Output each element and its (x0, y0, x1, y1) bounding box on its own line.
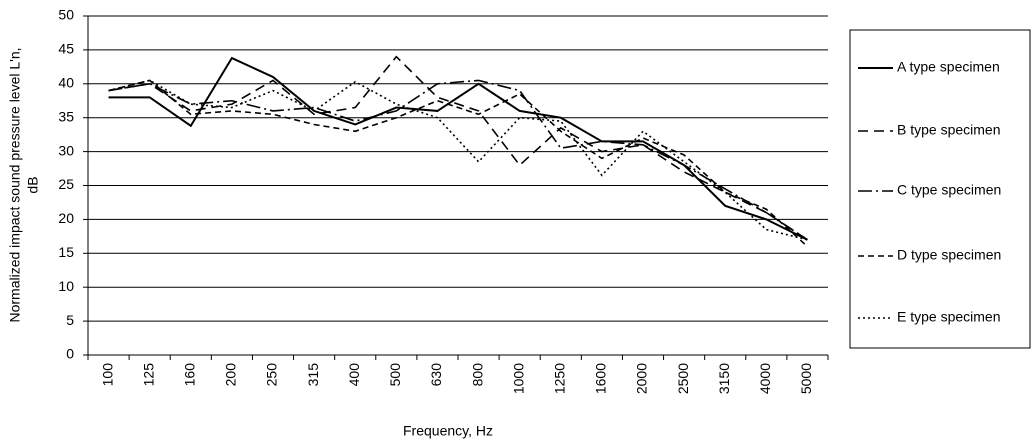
y-tick-label: 40 (58, 75, 74, 91)
y-tick-label: 10 (58, 278, 74, 294)
x-tick-label: 4000 (757, 363, 773, 394)
y-axis-label: dB (25, 176, 41, 193)
legend-label: C type specimen (897, 182, 1001, 198)
y-tick-label: 5 (66, 312, 74, 328)
x-tick-label: 100 (99, 363, 115, 387)
x-tick-label: 3150 (716, 363, 732, 394)
legend-label: E type specimen (897, 309, 1001, 325)
legend-label: A type specimen (897, 59, 1000, 75)
x-tick-label: 630 (428, 363, 444, 387)
x-tick-label: 400 (346, 363, 362, 387)
x-tick-label: 1250 (551, 363, 567, 394)
x-tick-label: 2000 (634, 363, 650, 394)
y-tick-label: 50 (58, 7, 74, 23)
legend-box (849, 29, 1031, 349)
series-line (108, 79, 808, 241)
y-tick-label: 45 (58, 41, 74, 57)
x-tick-label: 160 (181, 363, 197, 387)
x-tick-label: 1000 (510, 363, 526, 394)
x-tick-label: 125 (140, 363, 156, 387)
series-line (108, 55, 808, 241)
x-tick-label: 2500 (675, 363, 691, 394)
y-axis-label: Normalized impact sound pressure level L… (7, 47, 23, 322)
legend-label: D type specimen (897, 247, 1001, 263)
series-line (108, 79, 808, 248)
x-tick-label: 315 (305, 363, 321, 387)
x-tick-label: 1600 (593, 363, 609, 394)
y-tick-label: 25 (58, 176, 74, 192)
x-tick-label: 250 (264, 363, 280, 387)
x-axis-label: Frequency, Hz (403, 423, 493, 439)
x-tick-label: 5000 (798, 363, 814, 394)
y-tick-label: 15 (58, 244, 74, 260)
y-tick-label: 30 (58, 142, 74, 158)
x-tick-label: 800 (469, 363, 485, 387)
series-line (108, 56, 808, 241)
y-tick-label: 20 (58, 210, 74, 226)
y-tick-label: 0 (66, 346, 74, 362)
series-line (108, 79, 808, 241)
legend-label: B type specimen (897, 122, 1001, 138)
x-tick-label: 200 (223, 363, 239, 387)
x-tick-label: 500 (387, 363, 403, 387)
y-tick-label: 35 (58, 108, 74, 124)
